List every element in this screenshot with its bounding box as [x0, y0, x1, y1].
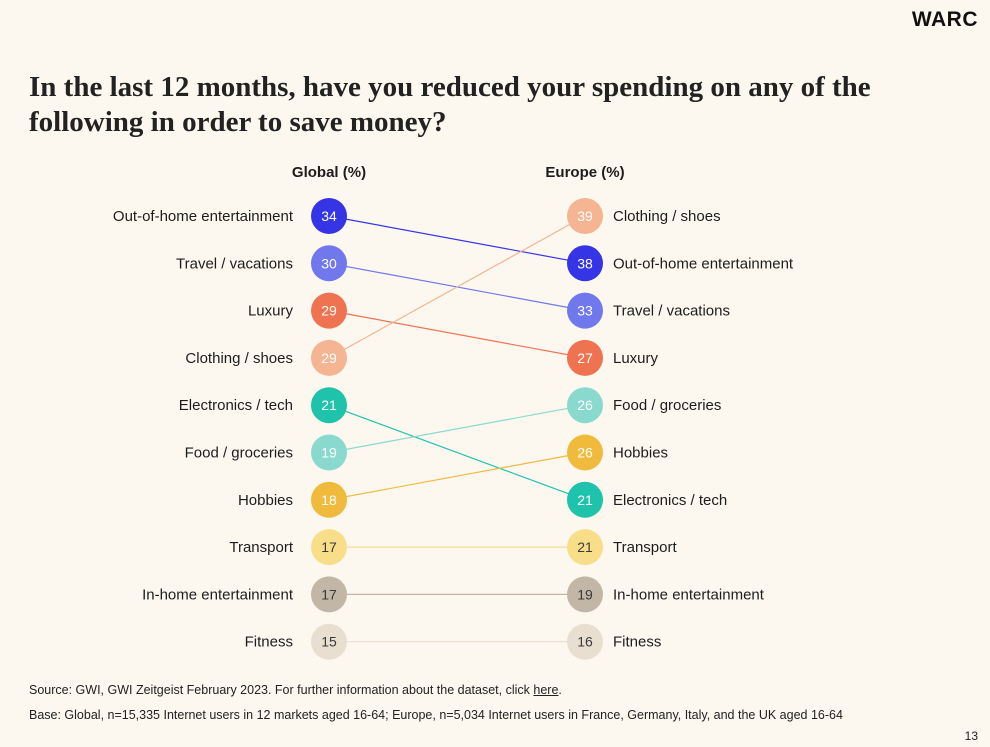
global-dot-out-of-home-entertainment [311, 198, 347, 234]
slope-line-out-of-home-entertainment [328, 215, 586, 264]
europe-header: Europe (%) [545, 164, 624, 181]
global-value-travel-vacations: 30 [321, 255, 337, 271]
global-value-hobbies: 18 [321, 492, 337, 508]
global-label-hobbies: Hobbies [238, 492, 293, 509]
global-dot-food-groceries [311, 434, 347, 471]
global-label-food-groceries: Food / groceries [185, 445, 293, 462]
global-dot-fitness [311, 623, 347, 660]
global-dot-hobbies [311, 481, 347, 518]
europe-value-out-of-home-entertainment: 38 [577, 255, 593, 271]
global-label-in-home-entertainment: In-home entertainment [142, 586, 294, 603]
europe-label-fitness: Fitness [613, 634, 661, 651]
europe-dot-fitness [567, 623, 603, 660]
europe-value-fitness: 16 [577, 634, 593, 650]
global-value-transport: 17 [321, 539, 337, 555]
global-dot-clothing-shoes [311, 339, 347, 376]
slope-line-clothing-shoes [328, 215, 586, 359]
europe-label-travel-vacations: Travel / vacations [613, 303, 730, 320]
global-dot-travel-vacations [311, 245, 347, 282]
europe-label-food-groceries: Food / groceries [613, 397, 721, 414]
europe-label-hobbies: Hobbies [613, 445, 668, 462]
global-label-travel-vacations: Travel / vacations [176, 255, 293, 272]
source-link[interactable]: here [533, 683, 559, 697]
global-label-clothing-shoes: Clothing / shoes [185, 350, 293, 367]
slope-line-luxury [328, 310, 586, 359]
global-value-out-of-home-entertainment: 34 [321, 208, 337, 224]
europe-dot-travel-vacations [567, 292, 603, 329]
europe-value-electronics-tech: 21 [577, 492, 593, 508]
europe-dot-luxury [567, 339, 603, 376]
global-label-electronics-tech: Electronics / tech [179, 397, 293, 414]
europe-value-in-home-entertainment: 19 [577, 586, 593, 602]
global-dot-transport [311, 529, 347, 566]
europe-label-luxury: Luxury [613, 350, 659, 367]
global-label-luxury: Luxury [248, 303, 294, 320]
global-header: Global (%) [292, 164, 366, 181]
europe-dot-transport [567, 529, 603, 566]
page-number: 13 [964, 729, 978, 743]
europe-dot-hobbies [567, 434, 603, 471]
europe-dot-in-home-entertainment [567, 576, 603, 613]
europe-label-transport: Transport [613, 539, 677, 556]
europe-value-clothing-shoes: 39 [577, 208, 593, 224]
source-note: Source: GWI, GWI Zeitgeist February 2023… [29, 683, 562, 697]
europe-label-out-of-home-entertainment: Out-of-home entertainment [613, 255, 794, 272]
global-dot-electronics-tech [311, 387, 347, 424]
slope-line-food-groceries [328, 404, 586, 454]
global-value-food-groceries: 19 [321, 445, 337, 461]
slope-line-hobbies [328, 451, 586, 501]
base-note: Base: Global, n=15,335 Internet users in… [29, 708, 843, 722]
europe-label-electronics-tech: Electronics / tech [613, 492, 727, 509]
global-label-out-of-home-entertainment: Out-of-home entertainment [113, 208, 294, 225]
global-value-clothing-shoes: 29 [321, 350, 337, 366]
global-value-electronics-tech: 21 [321, 397, 337, 413]
europe-dot-clothing-shoes [567, 198, 603, 234]
global-value-fitness: 15 [321, 634, 337, 650]
slope-line-electronics-tech [328, 404, 586, 501]
europe-value-travel-vacations: 33 [577, 303, 593, 319]
warc-logo: WARC [911, 8, 978, 31]
europe-value-luxury: 27 [577, 350, 593, 366]
europe-value-transport: 21 [577, 539, 593, 555]
source-suffix: . [558, 683, 562, 697]
global-value-in-home-entertainment: 17 [321, 586, 337, 602]
slope-chart: Global (%) Europe (%) 34 Out-of-home entert… [113, 164, 794, 660]
europe-label-in-home-entertainment: In-home entertainment [613, 586, 765, 603]
global-dot-in-home-entertainment [311, 576, 347, 613]
global-value-luxury: 29 [321, 303, 337, 319]
source-text: Source: GWI, GWI Zeitgeist February 2023… [29, 683, 534, 697]
europe-label-clothing-shoes: Clothing / shoes [613, 208, 721, 225]
global-label-fitness: Fitness [245, 634, 293, 651]
global-label-transport: Transport [229, 539, 293, 556]
europe-value-food-groceries: 26 [577, 397, 593, 413]
europe-value-hobbies: 26 [577, 445, 593, 461]
page-title: In the last 12 months, have you reduced … [29, 71, 871, 138]
europe-dot-electronics-tech [567, 481, 603, 518]
europe-dot-out-of-home-entertainment [567, 245, 603, 282]
global-dot-luxury [311, 292, 347, 329]
europe-dot-food-groceries [567, 387, 603, 424]
